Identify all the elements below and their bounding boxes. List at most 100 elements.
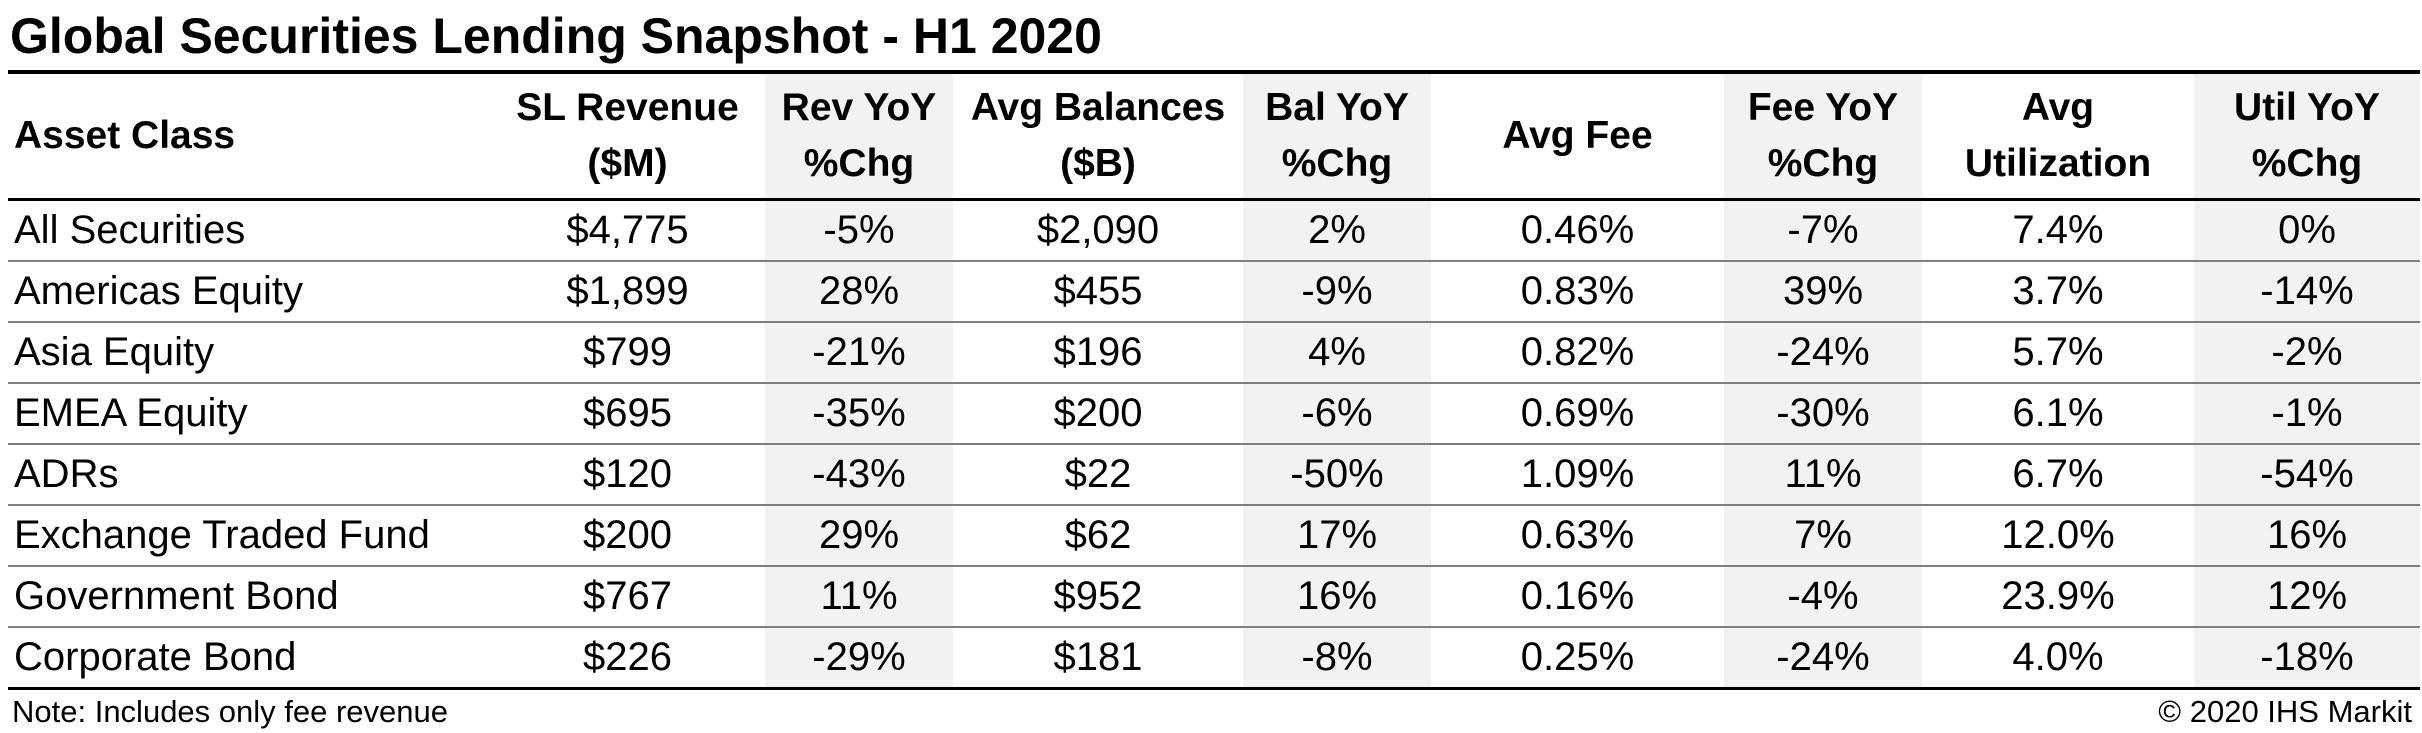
cell-avg-fee: 0.83% [1431,261,1724,323]
cell-util-yoy: -2% [2194,322,2420,384]
cell-asset-class: ADRs [8,444,490,506]
col-header-line: Utilization [1964,142,2152,185]
col-header-line: ($B) [1060,142,1136,185]
cell-avg-balances: $200 [953,383,1243,445]
cell-avg-fee: 0.25% [1431,627,1724,690]
col-header-bal-yoy: Bal YoY %Chg [1243,74,1431,201]
cell-bal-yoy: -9% [1243,261,1431,323]
cell-avg-utilization: 3.7% [1922,261,2194,323]
cell-avg-fee: 0.46% [1431,199,1724,262]
cell-avg-balances: $22 [953,444,1243,506]
cell-sl-revenue: $1,899 [490,261,765,323]
cell-util-yoy: -1% [2194,383,2420,445]
cell-sl-revenue: $120 [490,444,765,506]
cell-rev-yoy: -43% [765,444,953,506]
cell-sl-revenue: $767 [490,566,765,628]
cell-rev-yoy: -21% [765,322,953,384]
cell-fee-yoy: -24% [1724,627,1922,690]
title-divider [8,70,2420,74]
cell-avg-fee: 0.82% [1431,322,1724,384]
col-header-line: ($M) [587,142,668,185]
cell-bal-yoy: 16% [1243,566,1431,628]
cell-avg-balances: $196 [953,322,1243,384]
cell-util-yoy: -18% [2194,627,2420,690]
table-row: Corporate Bond $226 -29% $181 -8% 0.25% … [8,627,2420,690]
copyright-notice: © 2020 IHS Markit [2158,694,2412,729]
col-header-avg-balances: Avg Balances ($B) [953,74,1243,201]
cell-asset-class: Government Bond [8,566,490,628]
cell-asset-class: Corporate Bond [8,627,490,690]
col-header-line: Fee YoY [1747,86,1899,129]
cell-sl-revenue: $4,775 [490,199,765,262]
cell-avg-fee: 0.16% [1431,566,1724,628]
cell-avg-utilization: 4.0% [1922,627,2194,690]
cell-bal-yoy: 17% [1243,505,1431,567]
cell-fee-yoy: -30% [1724,383,1922,445]
col-header-avg-fee: Avg Fee [1431,74,1724,201]
col-header-util-yoy: Util YoY %Chg [2194,74,2420,201]
cell-avg-utilization: 6.1% [1922,383,2194,445]
cell-bal-yoy: -6% [1243,383,1431,445]
cell-rev-yoy: -35% [765,383,953,445]
cell-asset-class: Americas Equity [8,261,490,323]
cell-bal-yoy: -50% [1243,444,1431,506]
col-header-line: %Chg [803,142,915,185]
col-header-line: %Chg [1767,142,1879,185]
table-row: All Securities $4,775 -5% $2,090 2% 0.46… [8,199,2420,262]
cell-avg-balances: $62 [953,505,1243,567]
cell-bal-yoy: 4% [1243,322,1431,384]
cell-bal-yoy: -8% [1243,627,1431,690]
cell-avg-utilization: 6.7% [1922,444,2194,506]
cell-sl-revenue: $799 [490,322,765,384]
col-header-asset-class: Asset Class [8,74,490,201]
col-header-line: %Chg [2251,142,2363,185]
col-header-line: Rev YoY [781,86,937,129]
col-header-line: SL Revenue [516,86,739,129]
col-header-line: Avg [2021,86,2095,129]
cell-rev-yoy: 29% [765,505,953,567]
col-header-rev-yoy: Rev YoY %Chg [765,74,953,201]
cell-avg-fee: 0.63% [1431,505,1724,567]
cell-fee-yoy: 11% [1724,444,1922,506]
cell-avg-utilization: 5.7% [1922,322,2194,384]
col-header-line: %Chg [1281,142,1393,185]
cell-sl-revenue: $200 [490,505,765,567]
cell-rev-yoy: 28% [765,261,953,323]
cell-asset-class: Exchange Traded Fund [8,505,490,567]
cell-rev-yoy: 11% [765,566,953,628]
cell-bal-yoy: 2% [1243,199,1431,262]
cell-asset-class: Asia Equity [8,322,490,384]
cell-rev-yoy: -29% [765,627,953,690]
col-header-line: Bal YoY [1265,86,1409,129]
col-header-fee-yoy: Fee YoY %Chg [1724,74,1922,201]
cell-avg-balances: $952 [953,566,1243,628]
cell-avg-balances: $2,090 [953,199,1243,262]
table-row: Americas Equity $1,899 28% $455 -9% 0.83… [8,261,2420,323]
cell-avg-balances: $455 [953,261,1243,323]
cell-util-yoy: 16% [2194,505,2420,567]
col-header-sl-revenue: SL Revenue ($M) [490,74,765,201]
footnote: Note: Includes only fee revenue [12,694,448,729]
cell-fee-yoy: -24% [1724,322,1922,384]
cell-asset-class: EMEA Equity [8,383,490,445]
table-row: EMEA Equity $695 -35% $200 -6% 0.69% -30… [8,383,2420,445]
cell-fee-yoy: 39% [1724,261,1922,323]
cell-sl-revenue: $226 [490,627,765,690]
col-header-line: Asset Class [14,114,236,157]
cell-avg-utilization: 7.4% [1922,199,2194,262]
cell-rev-yoy: -5% [765,199,953,262]
cell-util-yoy: 0% [2194,199,2420,262]
cell-util-yoy: -14% [2194,261,2420,323]
cell-avg-fee: 0.69% [1431,383,1724,445]
table-row: Exchange Traded Fund $200 29% $62 17% 0.… [8,505,2420,567]
cell-avg-utilization: 23.9% [1922,566,2194,628]
col-header-line: Util YoY [2234,86,2380,129]
securities-lending-table: Asset Class SL Revenue ($M) Rev YoY %Chg… [8,74,2420,690]
cell-avg-fee: 1.09% [1431,444,1724,506]
col-header-line: Avg Fee [1502,114,1653,157]
col-header-avg-utilization: Avg Utilization [1922,74,2194,201]
header-row: Asset Class SL Revenue ($M) Rev YoY %Chg… [8,74,2420,201]
table-row: ADRs $120 -43% $22 -50% 1.09% 11% 6.7% -… [8,444,2420,506]
table-row: Asia Equity $799 -21% $196 4% 0.82% -24%… [8,322,2420,384]
cell-fee-yoy: 7% [1724,505,1922,567]
